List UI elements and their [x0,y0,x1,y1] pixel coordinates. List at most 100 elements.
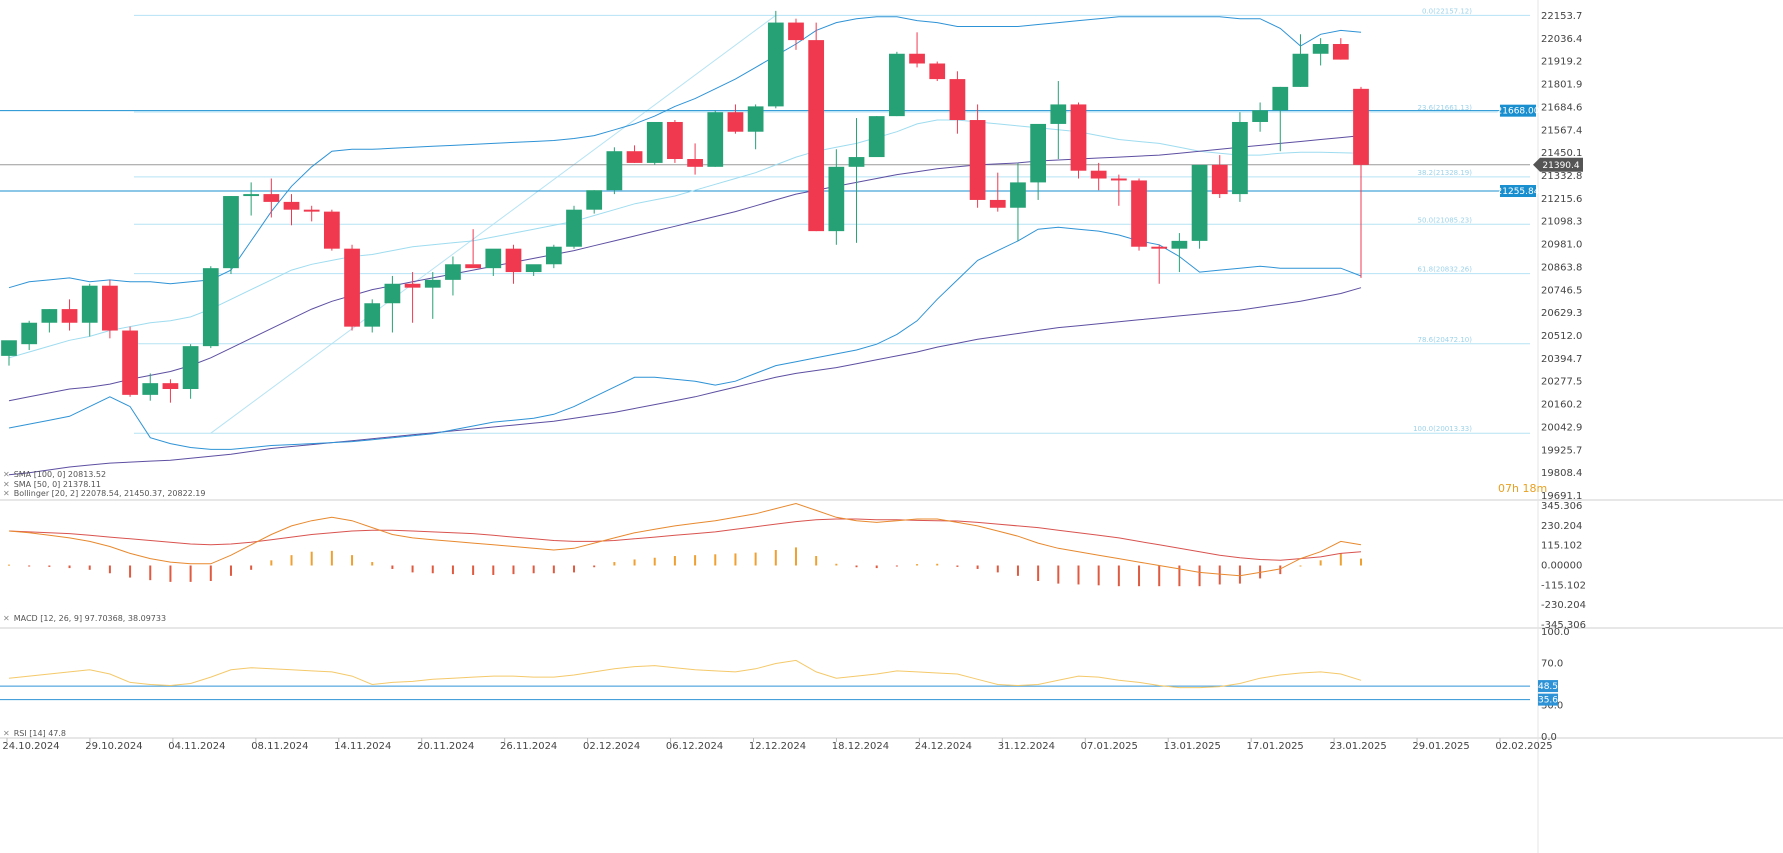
last-price-tag-label: 21390.4 [1542,161,1579,171]
candle-body [263,194,280,202]
macd-histogram-bar [1218,565,1221,585]
candle-countdown: 07h 18m [1498,482,1547,495]
rsi-axis-tick-label: 100.0 [1541,627,1570,638]
macd-histogram-bar [593,565,596,568]
macd-histogram-bar [1138,565,1141,587]
candle-body [465,264,481,269]
macd-histogram-bar [895,565,898,567]
candle-body [243,194,260,197]
macd-histogram-bar [976,565,979,569]
macd-histogram-bar [351,555,354,566]
macd-histogram-bar [916,564,919,566]
macd-histogram-bar [270,560,273,566]
price-axis-tick-label: 20042.9 [1541,422,1582,433]
candle-body [485,248,502,269]
visibility-icon[interactable]: ✕ [3,614,10,623]
date-axis-tick-label: 31.12.2024 [998,741,1055,752]
date-axis-tick-label: 23.01.2025 [1329,741,1386,752]
candle-body [848,157,865,167]
price-axis-tick-label: 21919.2 [1541,57,1582,68]
last-price-tag [1533,157,1583,172]
candle-body [525,264,542,273]
macd-histogram-bar [1360,558,1362,566]
price-axis-tick-label: 21215.6 [1541,194,1582,205]
macd-line [8,502,1362,577]
candle-body [1232,121,1248,195]
macd-histogram-bar [573,565,576,573]
macd-histogram-bar [532,565,535,574]
price-line-tag-label: 21668.00 [1497,107,1540,117]
macd-histogram-bar [250,565,253,570]
candle-body [969,120,986,200]
price-line-tag [1500,185,1536,198]
fibonacci-level-label: 100.0(20013.33) [1413,425,1472,433]
date-axis-tick-label: 04.11.2024 [168,741,225,752]
candle-body [1090,170,1107,179]
macd-legend[interactable]: ✕ MACD [12, 26, 9] 97.70368, 38.09733 [3,614,166,623]
visibility-icon[interactable]: ✕ [3,470,10,479]
candle-body [1353,88,1369,165]
rsi-legend[interactable]: ✕ RSI [14] 47.8 [3,729,66,738]
candle-body [182,346,199,390]
candle-body [21,322,38,345]
macd-histogram-bar [431,565,434,574]
date-axis-tick-label: 13.01.2025 [1164,741,1221,752]
date-axis-tick-label: 18.12.2024 [832,741,889,752]
macd-histogram-bar [1238,565,1241,584]
visibility-icon[interactable]: ✕ [3,489,10,498]
price-axis-tick-label: 19925.7 [1541,445,1582,456]
macd-histogram-bar [774,549,777,566]
sma50-legend[interactable]: ✕ SMA [50, 0] 21378.11 [3,480,101,489]
date-axis-tick-label: 08.11.2024 [251,741,308,752]
rsi-axis-tick-label: 0.0 [1541,732,1557,743]
fibonacci-level-label: 61.8(20832.26) [1418,266,1473,274]
candle-body [1312,44,1329,54]
candle-body [223,196,239,269]
date-axis-tick-label: 07.01.2025 [1081,741,1138,752]
macd-histogram-bar [229,565,232,576]
candle-body [81,285,98,323]
rsi-line [8,659,1362,689]
date-axis-tick-label: 02.12.2024 [583,741,640,752]
candle-body [808,40,825,232]
candle-body [1171,240,1188,249]
fibonacci-level-label: 78.6(20472.10) [1418,336,1473,344]
candle-body [1211,164,1228,195]
bollinger-legend[interactable]: ✕ Bollinger [20, 2] 22078.54, 21450.37, 2… [3,489,205,498]
visibility-icon[interactable]: ✕ [3,480,10,489]
fibonacci-trendline [210,14,777,434]
candle-body [949,79,966,121]
macd-histogram-bar [1279,565,1282,575]
macd-histogram-bar [1057,565,1060,584]
candle-body [545,246,562,265]
candle-body [767,22,784,107]
candle-body [929,63,946,80]
candle-body [667,121,683,160]
date-axis-tick-label: 24.10.2024 [2,741,59,752]
candle-body [323,211,340,249]
price-line-tag [1500,104,1536,117]
rsi-legend-text: RSI [14] 47.8 [13,729,67,738]
macd-histogram-bar [472,565,475,575]
candle-body [41,309,58,323]
macd-histogram-bar [451,565,454,575]
macd-histogram-bar [794,547,797,566]
candle-body [586,190,603,210]
macd-histogram-bar [512,565,515,575]
macd-signal-line [8,518,1362,561]
macd-histogram-bar [1198,565,1201,587]
candle-body [828,166,845,232]
sma50-legend-text: SMA [50, 0] 21378.11 [13,480,102,489]
visibility-icon[interactable]: ✕ [3,729,10,738]
candle-body [142,383,159,395]
sma100-legend[interactable]: ✕ SMA [100, 0] 20813.52 [3,470,106,479]
macd-axis-tick-label: 0.00000 [1541,561,1582,572]
macd-histogram-bar [936,563,939,566]
date-axis-tick-label: 26.11.2024 [500,741,557,752]
macd-legend-text: MACD [12, 26, 9] 97.70368, 38.09733 [13,614,167,623]
macd-histogram-bar [694,555,697,566]
price-axis-tick-label: 20512.0 [1541,331,1582,342]
candle-body [1191,164,1208,241]
price-axis-tick-label: 21332.8 [1541,171,1582,182]
